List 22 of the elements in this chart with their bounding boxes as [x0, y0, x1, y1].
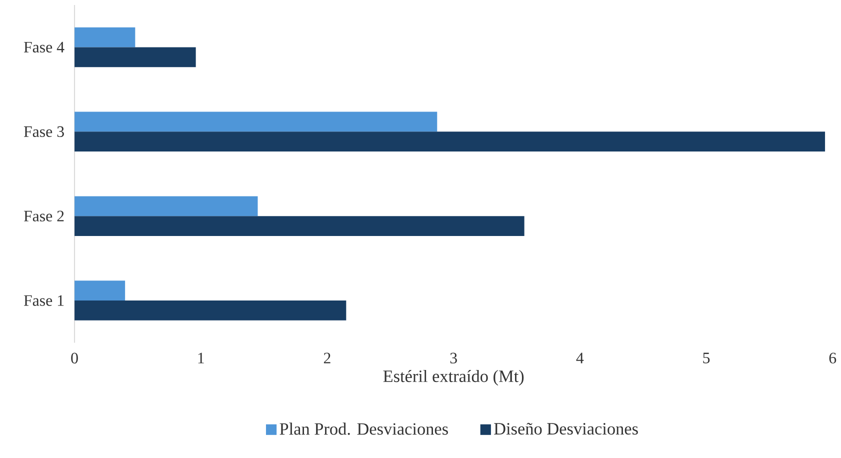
- x-tick-label: 6: [829, 352, 836, 364]
- y-tick-label: Fase 3: [24, 126, 64, 137]
- bar: [74, 280, 126, 301]
- bar: [74, 300, 346, 320]
- bar: [74, 196, 258, 216]
- x-tick-label: 1: [198, 352, 204, 364]
- bar: [74, 112, 438, 132]
- y-tick-label: Fase 4: [24, 42, 64, 52]
- y-tick-label: Fase 2: [24, 210, 64, 222]
- bar: [74, 132, 826, 152]
- x-tick-label: 3: [450, 352, 457, 364]
- y-tick-label: Fase 1: [24, 295, 64, 306]
- x-tick-label: 2: [324, 352, 330, 364]
- bar: [74, 47, 196, 68]
- x-tick-label: 0: [71, 352, 78, 364]
- x-tick-label: 4: [576, 352, 584, 364]
- legend-label: Diseño Desviaciones: [494, 422, 638, 435]
- bar: [74, 27, 136, 48]
- bar: [74, 216, 524, 236]
- x-tick-label: 5: [703, 352, 710, 364]
- x-axis-title: Estéril extraído (Mt): [383, 370, 524, 386]
- legend-label: Plan Prod. Desviaciones: [280, 422, 448, 435]
